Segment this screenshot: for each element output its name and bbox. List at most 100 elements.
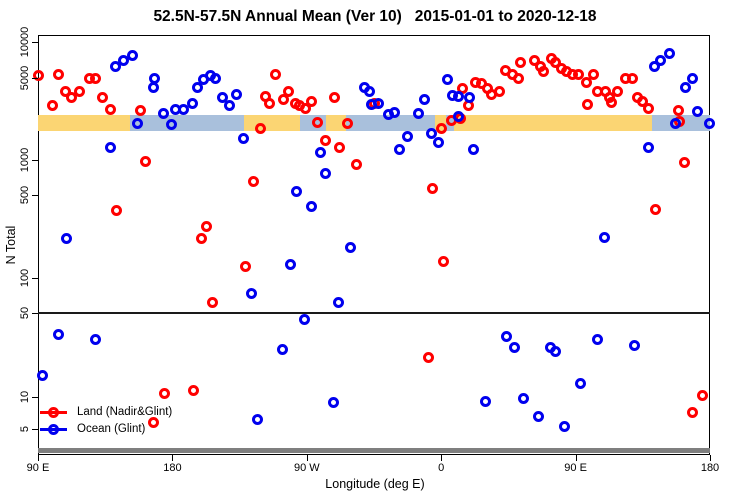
y-tick-mark xyxy=(32,42,38,43)
y-tick-mark xyxy=(32,78,38,79)
data-point xyxy=(517,393,529,405)
data-point xyxy=(582,98,594,110)
data-point xyxy=(364,86,376,98)
data-point xyxy=(649,61,661,73)
legend-label-ocean: Ocean (Glint) xyxy=(77,423,146,435)
data-point xyxy=(532,410,544,422)
data-point xyxy=(643,102,655,114)
chart-title: 52.5N-57.5N Annual Mean (Ver 10) 2015-01… xyxy=(153,8,597,25)
data-point xyxy=(270,69,282,81)
data-point xyxy=(372,97,384,109)
data-point xyxy=(299,314,311,326)
data-point xyxy=(32,70,44,82)
data-point xyxy=(558,420,570,432)
data-point xyxy=(592,334,604,346)
data-point xyxy=(238,132,250,144)
data-point xyxy=(388,107,400,119)
data-point xyxy=(52,69,64,81)
data-point xyxy=(333,296,345,308)
data-point xyxy=(452,110,464,122)
x-tick-label: 90 E xyxy=(26,462,50,474)
legend-label-land: Land (Nadir&Glint) xyxy=(77,406,173,418)
data-point xyxy=(479,396,491,408)
data-point xyxy=(328,397,340,409)
data-point xyxy=(165,119,177,131)
data-point xyxy=(463,92,475,104)
data-point xyxy=(670,118,682,130)
data-point xyxy=(255,122,267,134)
data-point xyxy=(306,201,318,212)
data-point xyxy=(300,102,312,114)
data-point xyxy=(575,377,587,389)
data-point xyxy=(104,103,116,115)
y-tick-mark xyxy=(32,160,38,161)
x-tick-mark xyxy=(575,455,577,461)
data-point xyxy=(147,416,159,428)
data-point xyxy=(687,72,699,84)
data-point xyxy=(650,203,662,215)
y-tick-mark xyxy=(32,278,38,279)
data-point xyxy=(692,106,704,118)
x-tick-mark xyxy=(172,455,174,461)
land-series-marker-icon xyxy=(48,407,59,418)
y-tick-mark xyxy=(32,313,38,314)
surface-band-segment-ocean xyxy=(130,115,244,131)
y-axis-title: N Total xyxy=(4,225,18,265)
data-point xyxy=(89,334,101,346)
data-point xyxy=(637,95,649,107)
data-point xyxy=(342,118,354,130)
data-point xyxy=(452,90,464,102)
data-point xyxy=(110,205,122,217)
data-point xyxy=(277,343,289,355)
data-point xyxy=(514,57,526,69)
x-tick-mark xyxy=(306,455,308,461)
data-point xyxy=(285,258,297,270)
x-tick-label: 0 xyxy=(438,462,445,474)
data-point xyxy=(210,72,222,84)
data-point xyxy=(680,82,692,94)
y-tick-label: 5000 xyxy=(19,65,31,91)
data-point xyxy=(697,390,709,402)
data-point xyxy=(147,82,159,94)
data-point xyxy=(169,104,181,116)
data-point xyxy=(126,50,138,62)
data-point xyxy=(131,118,143,130)
data-point xyxy=(187,384,199,396)
data-point xyxy=(334,142,346,154)
surface-band-segment-ocean xyxy=(345,115,436,131)
y-tick-label: 1000 xyxy=(19,147,31,173)
data-point xyxy=(441,74,453,86)
data-point xyxy=(588,69,600,81)
y-tick-label: 5 xyxy=(19,425,31,433)
data-point xyxy=(401,130,413,142)
data-point xyxy=(217,91,229,103)
data-point xyxy=(629,339,641,351)
data-point xyxy=(345,242,357,254)
data-point xyxy=(612,86,624,98)
x-tick-label: 180 xyxy=(700,462,720,474)
data-point xyxy=(158,388,170,400)
data-point xyxy=(109,61,121,73)
data-point xyxy=(246,287,258,299)
data-point xyxy=(252,413,264,425)
data-point xyxy=(673,105,685,117)
data-point xyxy=(134,105,146,117)
x-tick-label: 180 xyxy=(163,462,182,474)
y-tick-label: 500 xyxy=(19,185,31,205)
data-point xyxy=(231,88,243,100)
data-point xyxy=(329,92,341,104)
data-point xyxy=(60,232,72,244)
data-point xyxy=(36,370,48,382)
data-point xyxy=(606,96,618,108)
x-axis-thick-line xyxy=(38,448,710,453)
data-point xyxy=(422,351,434,363)
x-tick-label: 90 E xyxy=(564,462,587,474)
data-point xyxy=(117,54,129,66)
data-point xyxy=(351,159,363,171)
data-point xyxy=(425,128,437,140)
x-tick-mark xyxy=(710,455,711,461)
data-point xyxy=(320,168,332,180)
data-point xyxy=(59,86,71,98)
data-point xyxy=(52,329,64,341)
data-point xyxy=(248,176,260,188)
